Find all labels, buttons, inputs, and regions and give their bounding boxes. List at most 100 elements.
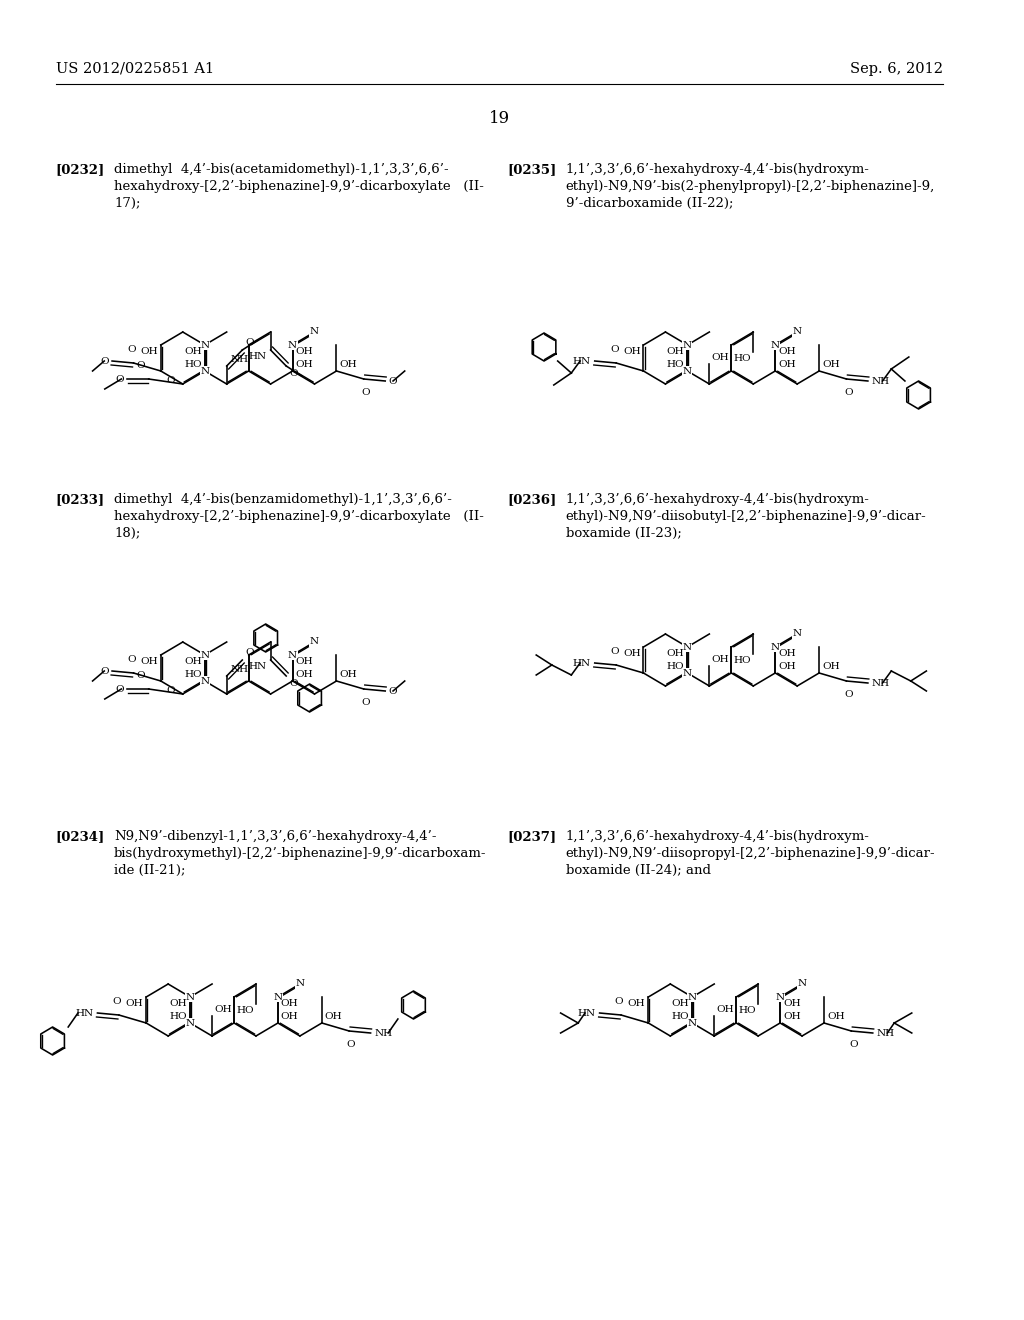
Text: O: O [116, 685, 124, 693]
Text: OH: OH [778, 360, 796, 370]
Text: N: N [683, 341, 692, 350]
Text: HO: HO [184, 671, 202, 678]
Text: N: N [798, 979, 807, 989]
Text: N: N [793, 327, 802, 337]
Text: OH: OH [822, 663, 840, 671]
Text: OH: OH [778, 663, 796, 671]
Text: NH: NH [375, 1028, 392, 1038]
Text: boxamide (II-23);: boxamide (II-23); [565, 527, 681, 540]
Text: N: N [683, 668, 692, 677]
Text: OH: OH [716, 1005, 734, 1014]
Text: OH: OH [822, 360, 840, 370]
Text: N: N [288, 341, 297, 350]
Text: OH: OH [214, 1005, 231, 1014]
Text: OH: OH [339, 360, 357, 370]
Text: HO: HO [667, 360, 684, 370]
Text: N: N [185, 1019, 195, 1027]
Text: OH: OH [712, 352, 729, 362]
Text: [0236]: [0236] [507, 492, 556, 506]
Text: OH: OH [140, 657, 158, 667]
Text: NH: NH [230, 355, 249, 364]
Text: OH: OH [623, 347, 641, 356]
Text: N: N [793, 630, 802, 639]
Text: HN: HN [249, 352, 266, 360]
Text: O: O [849, 1040, 857, 1049]
Text: 9’-dicarboxamide (II-22);: 9’-dicarboxamide (II-22); [565, 197, 733, 210]
Text: O: O [167, 376, 175, 385]
Text: OH: OH [712, 655, 729, 664]
Text: O: O [844, 388, 853, 397]
Text: OH: OH [628, 999, 645, 1008]
Text: O: O [136, 360, 145, 370]
Text: N: N [200, 341, 209, 350]
Text: HO: HO [667, 663, 684, 671]
Text: O: O [100, 667, 110, 676]
Text: N9,N9’-dibenzyl-1,1’,3,3’,6,6’-hexahydroxy-4,4’-: N9,N9’-dibenzyl-1,1’,3,3’,6,6’-hexahydro… [114, 830, 436, 843]
Text: OH: OH [667, 649, 684, 657]
Text: NH: NH [871, 678, 890, 688]
Text: OH: OH [778, 649, 796, 657]
Text: ethyl)-N9,N9’-diisopropyl-[2,2’-biphenazine]-9,9’-dicar-: ethyl)-N9,N9’-diisopropyl-[2,2’-biphenaz… [565, 847, 935, 861]
Text: US 2012/0225851 A1: US 2012/0225851 A1 [55, 62, 214, 77]
Text: N: N [683, 367, 692, 375]
Text: NH: NH [871, 376, 890, 385]
Text: [0232]: [0232] [55, 162, 104, 176]
Text: OH: OH [325, 1012, 342, 1020]
Text: dimethyl  4,4’-bis(acetamidomethyl)-1,1’,3,3’,6,6’-: dimethyl 4,4’-bis(acetamidomethyl)-1,1’,… [114, 162, 449, 176]
Text: O: O [614, 997, 624, 1006]
Text: O: O [127, 345, 136, 354]
Text: OH: OH [296, 347, 313, 356]
Text: 1,1’,3,3’,6,6’-hexahydroxy-4,4’-bis(hydroxym-: 1,1’,3,3’,6,6’-hexahydroxy-4,4’-bis(hydr… [565, 492, 869, 506]
Text: N: N [273, 993, 283, 1002]
Text: HO: HO [733, 354, 752, 363]
Text: OH: OH [672, 999, 689, 1008]
Text: N: N [185, 993, 195, 1002]
Text: HN: HN [572, 356, 591, 366]
Text: OH: OH [296, 671, 313, 678]
Text: [0235]: [0235] [507, 162, 556, 176]
Text: O: O [844, 690, 853, 700]
Text: O: O [167, 686, 175, 696]
Text: OH: OH [126, 999, 143, 1008]
Text: [0234]: [0234] [55, 830, 104, 843]
Text: N: N [200, 367, 209, 375]
Text: O: O [289, 678, 298, 688]
Text: N: N [200, 676, 209, 685]
Text: O: O [245, 338, 254, 347]
Text: O: O [610, 647, 618, 656]
Text: OH: OH [827, 1012, 845, 1020]
Text: HO: HO [170, 1012, 187, 1020]
Text: HO: HO [672, 1012, 689, 1020]
Text: OH: OH [281, 1012, 298, 1020]
Text: HO: HO [733, 656, 752, 665]
Text: N: N [310, 327, 319, 337]
Text: N: N [775, 993, 784, 1002]
Text: 17);: 17); [114, 197, 140, 210]
Text: OH: OH [339, 671, 357, 678]
Text: O: O [100, 356, 110, 366]
Text: 1,1’,3,3’,6,6’-hexahydroxy-4,4’-bis(hydroxym-: 1,1’,3,3’,6,6’-hexahydroxy-4,4’-bis(hydr… [565, 162, 869, 176]
Text: OH: OH [783, 1012, 801, 1020]
Text: N: N [310, 638, 319, 647]
Text: O: O [136, 671, 145, 680]
Text: ethyl)-N9,N9’-bis(2-phenylpropyl)-[2,2’-biphenazine]-9,: ethyl)-N9,N9’-bis(2-phenylpropyl)-[2,2’-… [565, 180, 935, 193]
Text: N: N [688, 1019, 697, 1027]
Text: OH: OH [778, 347, 796, 356]
Text: OH: OH [296, 360, 313, 370]
Text: boxamide (II-24); and: boxamide (II-24); and [565, 865, 711, 876]
Text: OH: OH [184, 657, 202, 667]
Text: HN: HN [572, 659, 591, 668]
Text: 18);: 18); [114, 527, 140, 540]
Text: OH: OH [667, 347, 684, 356]
Text: N: N [771, 341, 780, 350]
Text: [0237]: [0237] [507, 830, 556, 843]
Text: O: O [116, 375, 124, 384]
Text: N: N [771, 643, 780, 652]
Text: O: O [113, 997, 121, 1006]
Text: ide (II-21);: ide (II-21); [114, 865, 185, 876]
Text: N: N [288, 651, 297, 660]
Text: HO: HO [738, 1006, 756, 1015]
Text: O: O [127, 655, 136, 664]
Text: HN: HN [76, 1008, 93, 1018]
Text: NH: NH [877, 1028, 895, 1038]
